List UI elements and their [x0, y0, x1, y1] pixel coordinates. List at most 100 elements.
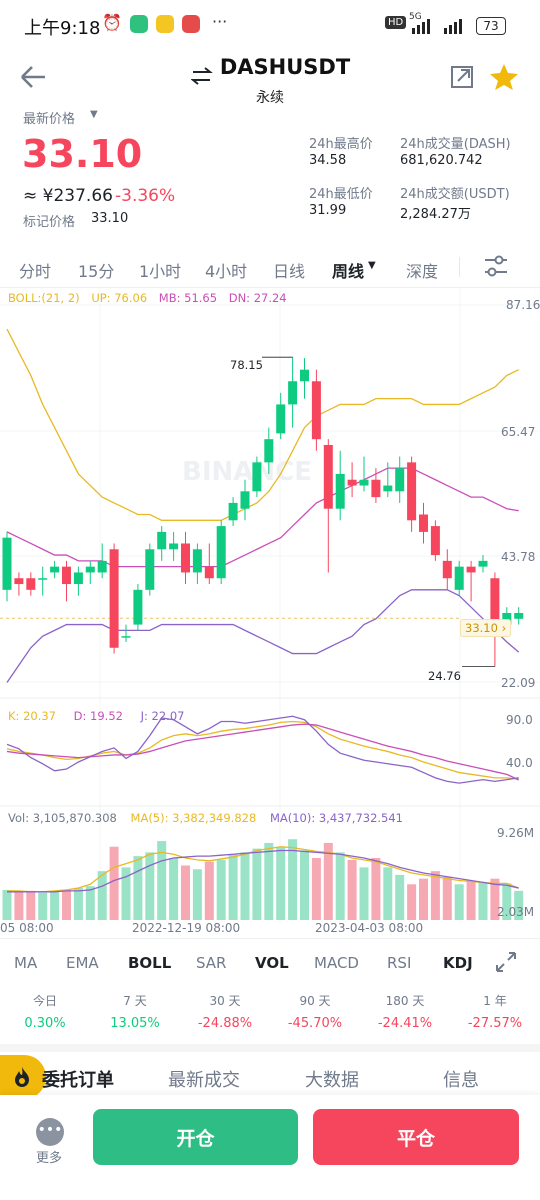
- volume-bar: [240, 852, 250, 920]
- price-axis-label: 65.47: [501, 425, 536, 439]
- volume-bars: [2, 839, 524, 920]
- volume-bar: [323, 842, 333, 920]
- volume-bar: [335, 852, 345, 920]
- volume-bar: [2, 889, 12, 920]
- volume-bar: [359, 867, 369, 920]
- flame-icon: [15, 1067, 29, 1087]
- high-value: 34.58: [309, 153, 347, 168]
- tab-4h[interactable]: 4小时: [205, 262, 248, 281]
- volume-bar: [466, 880, 476, 920]
- indicator-boll[interactable]: BOLL: [128, 954, 172, 972]
- date-label: 2022-12-19 08:00: [132, 921, 241, 935]
- open-position-button[interactable]: 开仓: [93, 1109, 298, 1165]
- kdj-d-line: [6, 723, 519, 781]
- more-icon[interactable]: •••: [36, 1118, 64, 1146]
- divider: [0, 287, 540, 288]
- more-label[interactable]: 更多: [36, 1151, 63, 1166]
- perf-value: -24.88%: [197, 1016, 253, 1031]
- tab-daily[interactable]: 日线: [273, 262, 306, 281]
- indicator-ma[interactable]: MA: [14, 954, 38, 972]
- candle-body: [38, 578, 48, 580]
- volume-bar: [26, 890, 36, 920]
- volume-bar: [169, 857, 179, 920]
- tab-weekly[interactable]: 周线: [332, 262, 365, 281]
- perf-label: 180 天: [385, 994, 425, 1008]
- chart-settings-icon[interactable]: [483, 254, 509, 278]
- indicator-macd[interactable]: MACD: [314, 954, 359, 972]
- volume-bar: [490, 878, 500, 920]
- candle-body: [478, 560, 488, 567]
- kdj-axis-label: 40.0: [506, 756, 533, 770]
- back-arrow-icon[interactable]: [18, 64, 48, 90]
- swap-icon[interactable]: [191, 66, 213, 86]
- shield-app-icon: [130, 15, 148, 33]
- indicator-sar[interactable]: SAR: [196, 954, 227, 972]
- chart-grid: [0, 288, 540, 923]
- tab-info[interactable]: 信息: [443, 1070, 479, 1091]
- price-axis-label: 22.09: [501, 676, 536, 690]
- tab-timeline[interactable]: 分时: [19, 262, 52, 281]
- indicator-kdj[interactable]: KDJ: [443, 954, 473, 972]
- expand-icon: [496, 952, 516, 972]
- current-price-tag[interactable]: 33.10 ›: [460, 619, 512, 637]
- candle-body: [121, 636, 131, 638]
- tab-bigdata[interactable]: 大数据: [305, 1070, 359, 1091]
- favorite-star-icon[interactable]: [489, 62, 519, 92]
- tab-trades[interactable]: 最新成交: [168, 1070, 240, 1091]
- volume-bar: [276, 846, 286, 920]
- candle-body: [430, 526, 440, 556]
- candle-body: [2, 537, 12, 590]
- tab-1h[interactable]: 1小时: [139, 262, 182, 281]
- fire-badge[interactable]: [0, 1055, 46, 1099]
- perf-value: -45.70%: [287, 1016, 343, 1031]
- signal-icon: [412, 19, 462, 34]
- kdj-j-line: [6, 715, 519, 784]
- candle-body: [228, 502, 238, 521]
- hd-icon: HD: [385, 16, 407, 29]
- volume-bar: [62, 889, 71, 920]
- divider: [0, 938, 540, 939]
- volume-bar: [109, 846, 119, 920]
- kdj-k: K: 20.37: [8, 709, 56, 723]
- boll-mb: MB: 51.65: [158, 291, 218, 305]
- volume-bar: [407, 884, 417, 920]
- kline-chart[interactable]: BINANCE: [0, 288, 540, 938]
- kdj-d: D: 19.52: [73, 709, 123, 723]
- share-icon[interactable]: [449, 64, 475, 90]
- volume-bar: [14, 891, 24, 920]
- indicator-ema[interactable]: EMA: [66, 954, 99, 972]
- volume-bar: [311, 857, 321, 920]
- candle-body: [252, 462, 262, 492]
- contract-type: 永续: [256, 90, 284, 106]
- red-app-icon: [182, 15, 200, 33]
- candle-body: [466, 566, 476, 573]
- current-price-value: 33.10: [465, 621, 498, 635]
- tab-15m[interactable]: 15分: [78, 262, 115, 281]
- volume-bar: [264, 842, 274, 920]
- tab-orders[interactable]: 委托订单: [42, 1070, 114, 1091]
- volume-bar: [478, 882, 488, 920]
- close-position-button[interactable]: 平仓: [313, 1109, 519, 1165]
- perf-label: 90 天: [299, 994, 331, 1008]
- fullscreen-button[interactable]: [478, 945, 540, 979]
- tab-depth[interactable]: 深度: [406, 262, 439, 281]
- volume-bar: [347, 859, 357, 920]
- vol-axis-label: 2.03M: [497, 905, 535, 919]
- indicator-vol[interactable]: VOL: [255, 954, 289, 972]
- indicator-rsi[interactable]: RSI: [387, 954, 412, 972]
- symbol-title[interactable]: DASHUSDT: [219, 55, 351, 79]
- high-label: 24h最高价: [309, 137, 373, 152]
- weekly-chevron-icon[interactable]: ▼: [368, 260, 376, 271]
- last-price-label[interactable]: 最新价格: [23, 112, 76, 127]
- candle-body: [454, 566, 464, 590]
- volume-bar: [97, 871, 107, 920]
- volume-bar: [181, 865, 190, 920]
- kdj-lines: [6, 715, 519, 784]
- volume-bar: [145, 852, 155, 920]
- boll-mid-line: [6, 467, 519, 568]
- battery-icon: 73: [476, 17, 506, 35]
- chevron-down-icon[interactable]: ▼: [90, 109, 98, 120]
- candle-body: [311, 381, 321, 440]
- volume-bar: [383, 867, 393, 920]
- status-time: 上午9:18: [24, 18, 101, 39]
